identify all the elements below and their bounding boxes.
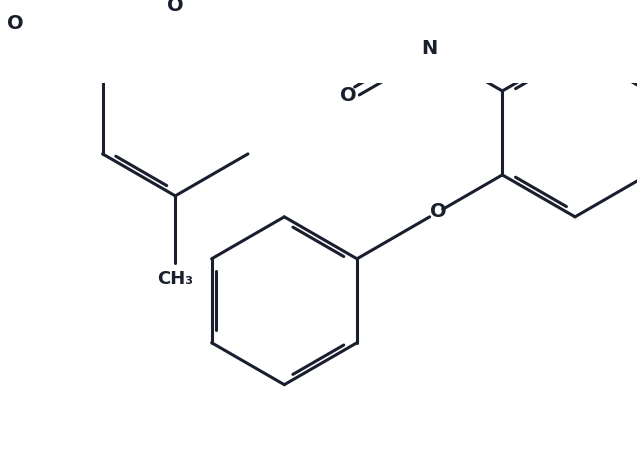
Text: O: O bbox=[6, 14, 23, 33]
Text: N: N bbox=[422, 39, 438, 58]
Text: CH₃: CH₃ bbox=[157, 270, 193, 288]
Text: O: O bbox=[430, 202, 447, 221]
Text: O: O bbox=[340, 86, 356, 105]
Text: O: O bbox=[167, 0, 184, 16]
